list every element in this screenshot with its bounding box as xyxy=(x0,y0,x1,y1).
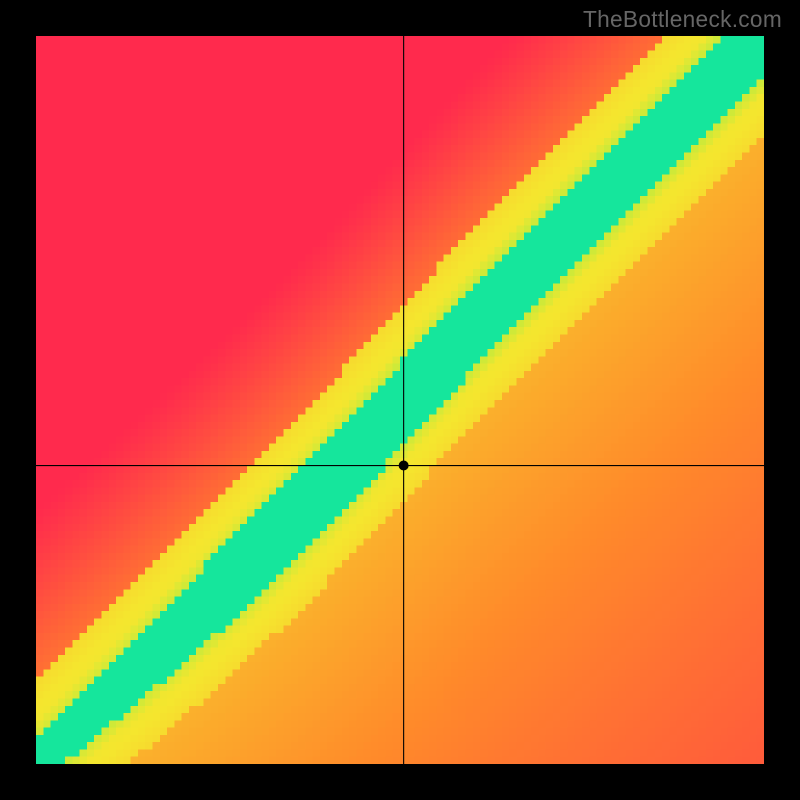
chart-container: { "watermark": { "text": "TheBottleneck.… xyxy=(0,0,800,800)
heatmap-canvas xyxy=(36,36,764,764)
watermark-text: TheBottleneck.com xyxy=(583,6,782,33)
heatmap-plot xyxy=(36,36,764,764)
